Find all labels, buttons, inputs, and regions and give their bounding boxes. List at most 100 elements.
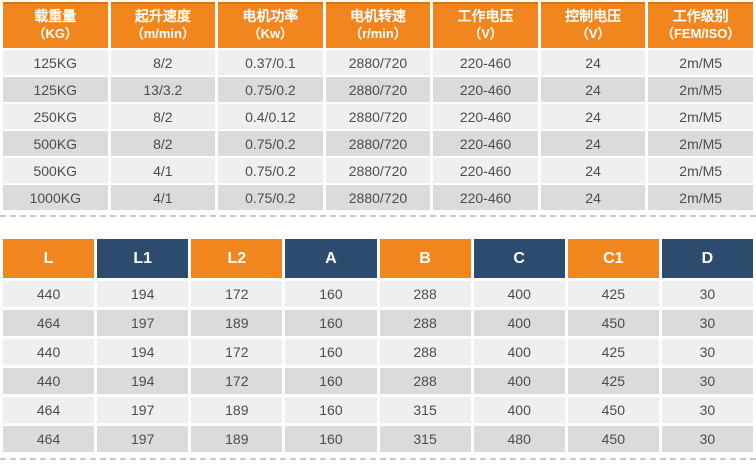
- spec-row: 500KG 8/2 0.75/0.2 2880/720 220-460 24 2…: [3, 131, 753, 156]
- spec-cell: 8/2: [110, 50, 216, 75]
- spec-cell: 2m/M5: [648, 104, 753, 129]
- dim-row: 464 197 189 160 315 400 450 30: [3, 397, 753, 423]
- dim-row: 440 194 172 160 288 400 425 30: [3, 339, 753, 365]
- spec-header-load-capacity: 载重量 （KG）: [3, 2, 108, 48]
- dim-cell: 464: [3, 397, 95, 423]
- spec-cell: 24: [540, 158, 646, 183]
- dim-header-B: B: [379, 239, 471, 278]
- dim-cell: 425: [567, 368, 659, 394]
- dim-cell: 197: [97, 310, 189, 336]
- spec-cell: 0.75/0.2: [218, 131, 323, 156]
- dim-cell: 464: [3, 426, 95, 452]
- spec-cell: 4/1: [110, 158, 216, 183]
- dim-cell: 440: [3, 339, 95, 365]
- dim-cell: 288: [379, 281, 471, 307]
- dim-cell: 160: [285, 310, 377, 336]
- spec-cell: 2880/720: [325, 185, 431, 210]
- spec-cell: 4/1: [110, 185, 216, 210]
- spec-cell: 2880/720: [325, 158, 431, 183]
- dim-cell: 160: [285, 281, 377, 307]
- dim-cell: 464: [3, 310, 95, 336]
- dim-cell: 440: [3, 368, 95, 394]
- spec-cell: 1000KG: [3, 185, 108, 210]
- dim-cell: 194: [97, 368, 189, 394]
- spec-cell: 0.75/0.2: [218, 77, 323, 102]
- spec-cell: 24: [540, 104, 646, 129]
- spec-cell: 24: [540, 185, 646, 210]
- dim-row: 464 197 189 160 315 480 450 30: [3, 426, 753, 452]
- dim-cell: 315: [379, 426, 471, 452]
- spec-cell: 500KG: [3, 131, 108, 156]
- spec-row: 250KG 8/2 0.4/0.12 2880/720 220-460 24 2…: [3, 104, 753, 129]
- dim-cell: 30: [661, 426, 753, 452]
- dim-cell: 30: [661, 368, 753, 394]
- dim-cell: 400: [473, 397, 565, 423]
- dim-cell: 30: [661, 397, 753, 423]
- spec-cell: 2m/M5: [648, 50, 753, 75]
- spec-cell: 0.75/0.2: [218, 158, 323, 183]
- dim-cell: 30: [661, 310, 753, 336]
- dim-header-A: A: [285, 239, 377, 278]
- dim-cell: 450: [567, 397, 659, 423]
- dim-row: 440 194 172 160 288 400 425 30: [3, 281, 753, 307]
- dim-header-C1: C1: [567, 239, 659, 278]
- dim-cell: 160: [285, 397, 377, 423]
- dim-cell: 440: [3, 281, 95, 307]
- spec-row: 125KG 13/3.2 0.75/0.2 2880/720 220-460 2…: [3, 77, 753, 102]
- dim-cell: 172: [191, 281, 283, 307]
- spec-cell: 2m/M5: [648, 77, 753, 102]
- dim-cell: 450: [567, 310, 659, 336]
- spec-header-lifting-speed: 起升速度 （m/min）: [110, 2, 216, 48]
- spec-cell: 220-460: [433, 104, 538, 129]
- dim-cell: 160: [285, 339, 377, 365]
- dashed-divider-bottom: [0, 458, 756, 460]
- spec-header-row: 载重量 （KG） 起升速度 （m/min） 电机功率 （Kw） 电机转速 （r/min）…: [3, 2, 753, 48]
- spec-row: 1000KG 4/1 0.75/0.2 2880/720 220-460 24 …: [3, 185, 753, 210]
- spec-cell: 2m/M5: [648, 185, 753, 210]
- dim-row: 440 194 172 160 288 400 425 30: [3, 368, 753, 394]
- dim-row: 464 197 189 160 288 400 450 30: [3, 310, 753, 336]
- spec-cell: 220-460: [433, 158, 538, 183]
- dimension-table: L L1 L2 A B C C1 D 440 194 172 160 288 4…: [0, 236, 756, 455]
- spec-cell: 0.75/0.2: [218, 185, 323, 210]
- spec-header-working-class: 工作级别 （FEM/ISO）: [648, 2, 753, 48]
- spec-header-motor-speed: 电机转速 （r/min）: [325, 2, 431, 48]
- dim-cell: 400: [473, 310, 565, 336]
- spec-cell: 220-460: [433, 131, 538, 156]
- dim-cell: 30: [661, 339, 753, 365]
- spec-cell: 2m/M5: [648, 158, 753, 183]
- dim-header-L2: L2: [191, 239, 283, 278]
- dim-cell: 288: [379, 310, 471, 336]
- spec-cell: 500KG: [3, 158, 108, 183]
- spec-cell: 250KG: [3, 104, 108, 129]
- dim-header-L: L: [3, 239, 95, 278]
- spec-cell: 8/2: [110, 131, 216, 156]
- spec-cell: 125KG: [3, 77, 108, 102]
- dashed-divider-top: [0, 215, 756, 217]
- spec-header-motor-power: 电机功率 （Kw）: [218, 2, 323, 48]
- spec-cell: 2880/720: [325, 50, 431, 75]
- dim-cell: 315: [379, 397, 471, 423]
- dim-header-D: D: [661, 239, 753, 278]
- spec-row: 125KG 8/2 0.37/0.1 2880/720 220-460 24 2…: [3, 50, 753, 75]
- dim-cell: 400: [473, 281, 565, 307]
- dim-cell: 288: [379, 368, 471, 394]
- dim-cell: 189: [191, 310, 283, 336]
- spec-cell: 2880/720: [325, 104, 431, 129]
- spec-cell: 220-460: [433, 50, 538, 75]
- dim-header-L1: L1: [97, 239, 189, 278]
- spec-cell: 125KG: [3, 50, 108, 75]
- dim-cell: 194: [97, 339, 189, 365]
- spec-cell: 24: [540, 50, 646, 75]
- spec-cell: 220-460: [433, 77, 538, 102]
- dim-cell: 197: [97, 397, 189, 423]
- spec-cell: 8/2: [110, 104, 216, 129]
- dim-cell: 425: [567, 339, 659, 365]
- dim-cell: 194: [97, 281, 189, 307]
- dim-cell: 400: [473, 339, 565, 365]
- spec-cell: 2m/M5: [648, 131, 753, 156]
- dim-cell: 189: [191, 426, 283, 452]
- spec-cell: 220-460: [433, 185, 538, 210]
- spec-header-working-voltage: 工作电压 （V）: [433, 2, 538, 48]
- dim-cell: 450: [567, 426, 659, 452]
